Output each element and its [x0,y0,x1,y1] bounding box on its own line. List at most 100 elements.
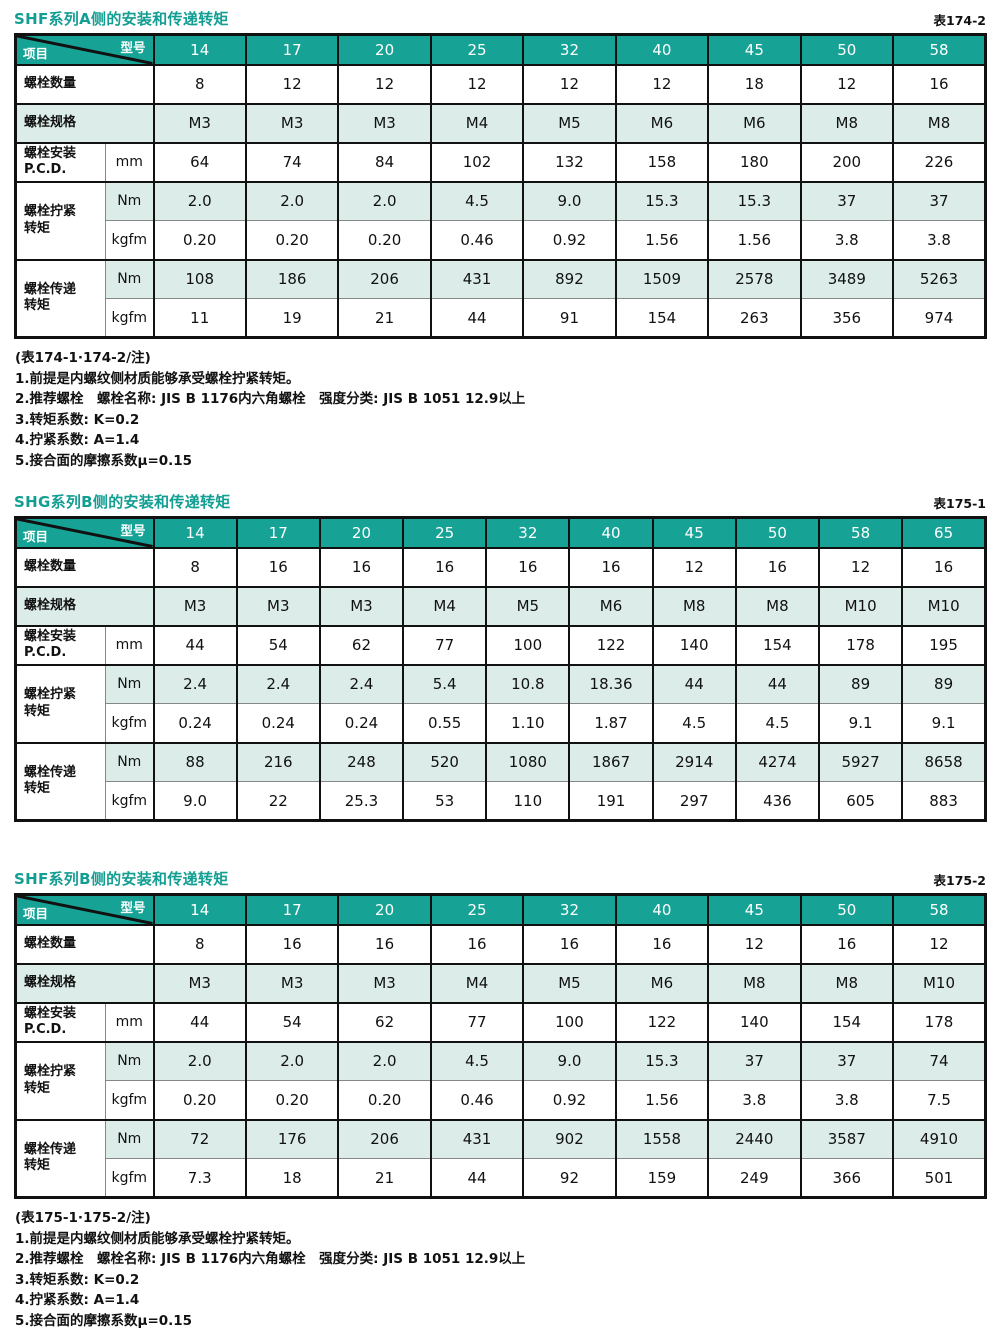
value-cell: M8 [736,587,819,626]
unit-cell: mm [106,143,154,182]
value-cell: 0.20 [338,1081,430,1120]
value-cell: 110 [486,782,569,821]
value-cell: 200 [801,143,893,182]
value-cell: 44 [431,299,523,338]
unit-cell: mm [106,1003,154,1042]
note-line: 1.前提是内螺纹侧材质能够承受螺栓拧紧转矩。 [15,1229,987,1250]
value-cell: 974 [893,299,986,338]
corner-label-model: 型号 [120,897,145,916]
value-cell: 154 [801,1003,893,1042]
value-cell: M8 [801,964,893,1003]
value-cell: 501 [893,1159,986,1198]
row-label: 螺栓规格 [16,964,154,1003]
notes-174: (表174-1·174-2/注) 1.前提是内螺纹侧材质能够承受螺栓拧紧转矩。 … [15,348,987,471]
value-cell: 53 [403,782,486,821]
model-header-cell: 58 [893,895,986,925]
value-cell: 9.1 [902,704,985,743]
model-header-cell: 25 [431,35,523,65]
model-header-cell: 32 [523,35,615,65]
value-cell: 180 [708,143,800,182]
value-cell: 16 [902,548,985,587]
value-cell: 21 [338,299,430,338]
value-cell: 1558 [616,1120,708,1159]
note-line: 4.拧紧系数: A=1.4 [15,430,987,451]
note-line: 4.拧紧系数: A=1.4 [15,1290,987,1311]
value-cell: 191 [569,782,652,821]
value-cell: M5 [523,104,615,143]
value-cell: 154 [616,299,708,338]
value-cell: 16 [736,548,819,587]
value-cell: 297 [653,782,736,821]
value-cell: 263 [708,299,800,338]
value-cell: 158 [616,143,708,182]
value-cell: 176 [246,1120,338,1159]
value-cell: 0.20 [154,1081,246,1120]
value-cell: 3.8 [893,221,986,260]
unit-cell: Nm [106,182,154,221]
value-cell: 159 [616,1159,708,1198]
model-header-cell: 50 [736,518,819,548]
value-cell: 62 [338,1003,430,1042]
value-cell: 178 [893,1003,986,1042]
value-cell: 902 [523,1120,615,1159]
unit-cell: kgfm [106,1159,154,1198]
row-label: 螺栓拧紧 转矩 [16,182,106,260]
value-cell: M10 [819,587,902,626]
value-cell: 100 [523,1003,615,1042]
unit-cell: kgfm [106,299,154,338]
row-label: 螺栓规格 [16,587,154,626]
model-header-cell: 65 [902,518,985,548]
value-cell: 2.4 [320,665,403,704]
value-cell: 140 [708,1003,800,1042]
value-cell: M5 [486,587,569,626]
value-cell: 4.5 [431,1042,523,1081]
value-cell: 19 [246,299,338,338]
value-cell: 44 [154,626,237,665]
value-cell: 108 [154,260,246,299]
value-cell: M4 [431,964,523,1003]
row-label: 螺栓规格 [16,104,154,143]
model-header-cell: 32 [523,895,615,925]
value-cell: 605 [819,782,902,821]
corner-label-item: 项目 [23,43,48,62]
row-label: 螺栓数量 [16,925,154,964]
unit-cell: Nm [106,743,154,782]
note-line: 5.接合面的摩擦系数μ=0.15 [15,451,987,472]
value-cell: 54 [246,1003,338,1042]
value-cell: 8 [154,925,246,964]
value-cell: 206 [338,260,430,299]
note-line: 3.转矩系数: K=0.2 [15,410,987,431]
value-cell: 8658 [902,743,985,782]
value-cell: 12 [431,65,523,104]
model-header-cell: 17 [237,518,320,548]
notes-175: (表175-1·175-2/注) 1.前提是内螺纹侧材质能够承受螺栓拧紧转矩。 … [15,1208,987,1331]
value-cell: M8 [708,964,800,1003]
value-cell: 18 [246,1159,338,1198]
value-cell: 140 [653,626,736,665]
note-line: 2.推荐螺栓 螺栓名称: JIS B 1176内六角螺栓 强度分类: JIS B… [15,389,987,410]
value-cell: 100 [486,626,569,665]
value-cell: 74 [246,143,338,182]
value-cell: 0.24 [154,704,237,743]
model-header-cell: 20 [320,518,403,548]
value-cell: 16 [246,925,338,964]
title-row: SHG系列B侧的安装和传递转矩 表175-1 [14,491,987,512]
value-cell: 72 [154,1120,246,1159]
note-line: 1.前提是内螺纹侧材质能够承受螺栓拧紧转矩。 [15,369,987,390]
value-cell: 1.87 [569,704,652,743]
value-cell: 10.8 [486,665,569,704]
value-cell: 2.0 [338,1042,430,1081]
value-cell: 3587 [801,1120,893,1159]
value-cell: 8 [154,65,246,104]
unit-cell: kgfm [106,782,154,821]
value-cell: 216 [237,743,320,782]
value-cell: M6 [616,104,708,143]
value-cell: 102 [431,143,523,182]
model-header-cell: 20 [338,35,430,65]
value-cell: 16 [403,548,486,587]
value-cell: 132 [523,143,615,182]
value-cell: 154 [736,626,819,665]
